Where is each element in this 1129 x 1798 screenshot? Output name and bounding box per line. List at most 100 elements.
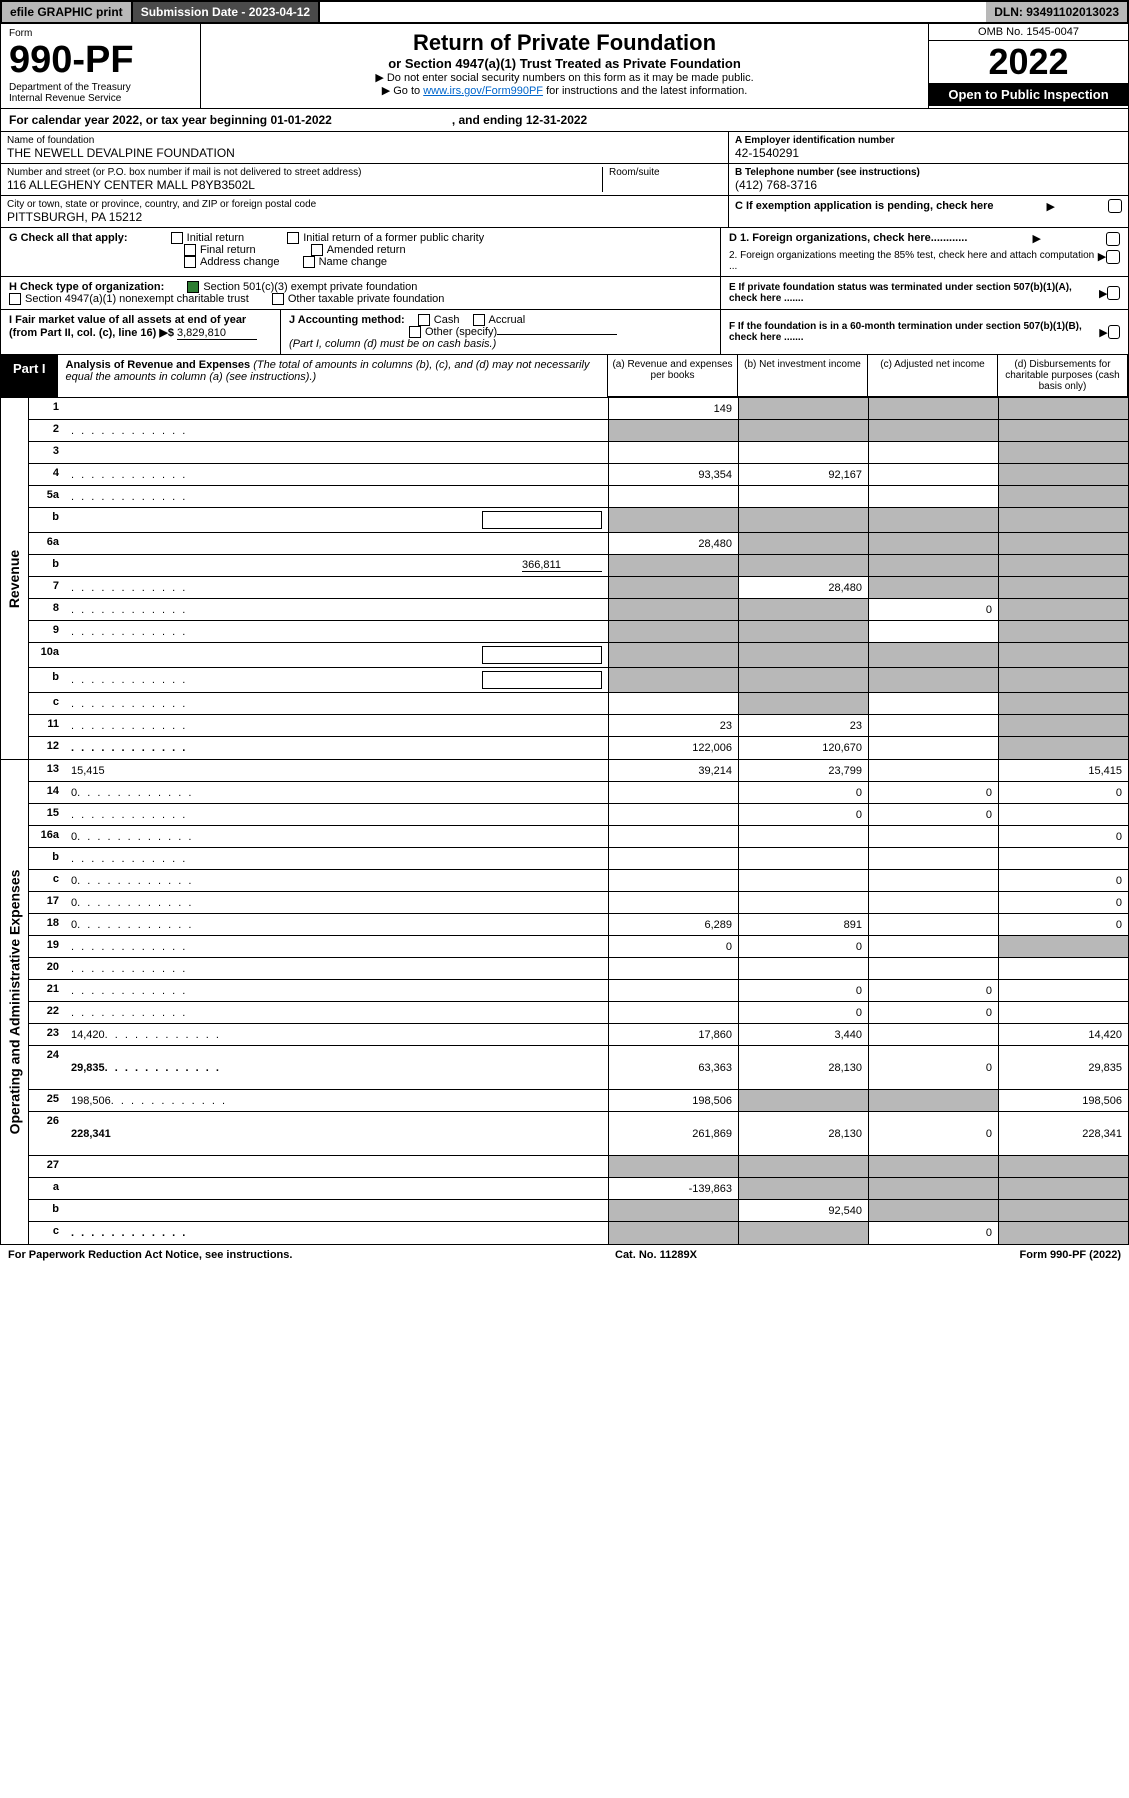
row-num: 26 [29, 1112, 65, 1155]
cell-c [868, 1178, 998, 1199]
cell-d: 29,835 [998, 1046, 1128, 1089]
cell-a [608, 577, 738, 598]
row-desc: 14,420 [65, 1024, 608, 1045]
table-row: 5a [29, 486, 1128, 508]
c-checkbox[interactable] [1108, 199, 1122, 213]
row-num: 15 [29, 804, 65, 825]
row-num: c [29, 693, 65, 714]
c-label: C If exemption application is pending, c… [735, 200, 994, 212]
cell-d [998, 668, 1128, 692]
cell-b [738, 826, 868, 847]
row-num: b [29, 848, 65, 869]
row-num: 10a [29, 643, 65, 667]
cell-d: 228,341 [998, 1112, 1128, 1155]
cell-a: 0 [608, 936, 738, 957]
g-former-checkbox[interactable] [287, 232, 299, 244]
g-initial-checkbox[interactable] [171, 232, 183, 244]
row-desc: 0 [65, 826, 608, 847]
d2-checkbox[interactable] [1106, 250, 1120, 264]
row-desc [65, 1178, 608, 1199]
table-row: 20 [29, 958, 1128, 980]
cell-c [868, 508, 998, 532]
e-checkbox[interactable] [1107, 286, 1120, 300]
table-row: 2100 [29, 980, 1128, 1002]
cell-d: 15,415 [998, 760, 1128, 781]
j-accrual-checkbox[interactable] [473, 314, 485, 326]
row-desc [65, 804, 608, 825]
f-checkbox[interactable] [1108, 325, 1120, 339]
cell-d [998, 693, 1128, 714]
instr-1: ▶ Do not enter social security numbers o… [207, 71, 922, 84]
cell-d [998, 442, 1128, 463]
table-row: b [29, 668, 1128, 693]
city-label: City or town, state or province, country… [7, 199, 722, 210]
row-num: 17 [29, 892, 65, 913]
cell-b [738, 870, 868, 891]
row-desc [65, 643, 608, 667]
irs-link[interactable]: www.irs.gov/Form990PF [423, 85, 543, 97]
efile-label[interactable]: efile GRAPHIC print [2, 2, 133, 22]
cell-c [868, 1024, 998, 1045]
table-row: 728,480 [29, 577, 1128, 599]
cell-c [868, 693, 998, 714]
cell-c: 0 [868, 782, 998, 803]
cell-a: 63,363 [608, 1046, 738, 1089]
row-num: 18 [29, 914, 65, 935]
table-row: c0 [29, 1222, 1128, 1244]
cell-c [868, 848, 998, 869]
table-row: 1806,2898910 [29, 914, 1128, 936]
row-num: 23 [29, 1024, 65, 1045]
row-num: 6a [29, 533, 65, 554]
row-num: b [29, 555, 65, 576]
cell-c [868, 958, 998, 979]
tax-year: 2022 [929, 41, 1128, 83]
g-address-checkbox[interactable] [184, 256, 196, 268]
omb-number: OMB No. 1545-0047 [929, 24, 1128, 41]
h-other-checkbox[interactable] [272, 293, 284, 305]
cell-a: 28,480 [608, 533, 738, 554]
table-row: 1900 [29, 936, 1128, 958]
top-bar: efile GRAPHIC print Submission Date - 20… [0, 0, 1129, 24]
h-4947-checkbox[interactable] [9, 293, 21, 305]
cell-d [998, 599, 1128, 620]
cell-d [998, 420, 1128, 441]
row-num: 14 [29, 782, 65, 803]
row-desc: 0 [65, 782, 608, 803]
h-501c3-checkbox[interactable] [187, 281, 199, 293]
table-row: 112323 [29, 715, 1128, 737]
row-num: 11 [29, 715, 65, 736]
h-label: H Check type of organization: [9, 281, 164, 293]
ein: 42-1540291 [735, 146, 1122, 160]
row-desc: 29,835 [65, 1046, 608, 1089]
cell-a: 93,354 [608, 464, 738, 485]
cell-c [868, 1200, 998, 1221]
cell-d [998, 715, 1128, 736]
cell-b [738, 533, 868, 554]
d1-checkbox[interactable] [1106, 232, 1120, 246]
row-desc [65, 1002, 608, 1023]
cell-d: 198,506 [998, 1090, 1128, 1111]
form-subtitle: or Section 4947(a)(1) Trust Treated as P… [207, 56, 922, 71]
row-num: 19 [29, 936, 65, 957]
j-note: (Part I, column (d) must be on cash basi… [289, 338, 496, 350]
cell-b: 891 [738, 914, 868, 935]
table-row: 80 [29, 599, 1128, 621]
cell-b: 0 [738, 936, 868, 957]
table-row: 1315,41539,21423,79915,415 [29, 760, 1128, 782]
cell-a [608, 892, 738, 913]
cell-d [998, 398, 1128, 419]
row-num: 16a [29, 826, 65, 847]
cell-d [998, 464, 1128, 485]
j-cash-checkbox[interactable] [418, 314, 430, 326]
row-desc [65, 980, 608, 1001]
footer-left: For Paperwork Reduction Act Notice, see … [8, 1249, 292, 1261]
j-other-checkbox[interactable] [409, 326, 421, 338]
row-desc: 0 [65, 914, 608, 935]
g-name-checkbox[interactable] [303, 256, 315, 268]
table-row: 140000 [29, 782, 1128, 804]
row-desc [65, 486, 608, 507]
cell-d [998, 486, 1128, 507]
g-final-checkbox[interactable] [184, 244, 196, 256]
g-amended-checkbox[interactable] [311, 244, 323, 256]
city: PITTSBURGH, PA 15212 [7, 210, 722, 224]
